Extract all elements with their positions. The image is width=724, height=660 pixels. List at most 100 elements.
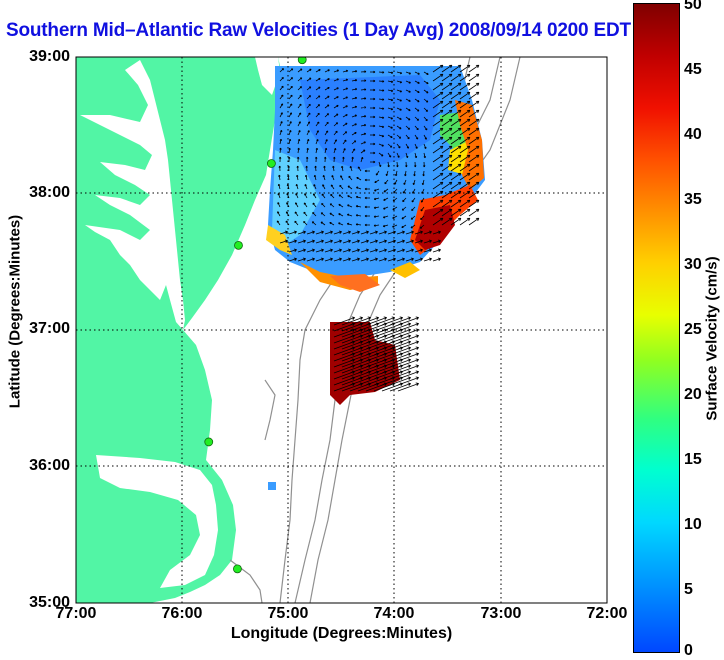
velocity-arrow	[276, 220, 281, 226]
velocity-arrow	[378, 257, 387, 262]
velocity-arrow	[378, 248, 387, 253]
velocity-arrow	[414, 89, 420, 93]
velocity-arrow	[329, 212, 335, 217]
velocity-arrow	[468, 91, 480, 100]
velocity-arrow	[304, 193, 308, 199]
velocity-arrow	[432, 208, 444, 217]
velocity-arrow	[303, 220, 308, 226]
velocity-arrow	[385, 170, 389, 177]
velocity-arrow	[459, 163, 471, 172]
velocity-arrow	[459, 208, 471, 217]
velocity-arrow	[348, 175, 353, 181]
velocity-arrow	[405, 248, 414, 253]
velocity-arrow	[441, 163, 453, 172]
velocity-arrow	[405, 143, 409, 149]
velocity-arrow	[324, 95, 330, 100]
velocity-arrow	[333, 346, 355, 356]
velocity-arrow	[432, 145, 444, 154]
colorbar-tick: 10	[684, 516, 702, 533]
velocity-arrow	[333, 104, 339, 109]
velocity-arrow	[423, 80, 429, 85]
velocity-arrow	[468, 82, 480, 91]
velocity-arrow	[396, 80, 403, 84]
velocity-arrow	[341, 340, 363, 350]
velocity-arrow	[432, 248, 441, 253]
velocity-arrow	[306, 86, 312, 91]
velocity-arrow	[342, 96, 348, 100]
velocity-arrow	[364, 187, 370, 191]
velocity-arrow	[347, 195, 353, 199]
velocity-arrow	[378, 134, 385, 138]
velocity-arrow	[396, 152, 400, 158]
velocity-arrow	[323, 165, 326, 172]
velocity-arrow	[351, 257, 360, 262]
velocity-vectors	[276, 64, 480, 392]
velocity-arrow	[360, 239, 369, 244]
velocity-arrow	[373, 206, 380, 209]
velocity-arrow	[324, 139, 328, 145]
velocity-arrow	[378, 239, 387, 244]
velocity-arrow	[295, 193, 299, 199]
velocity-arrow	[288, 112, 292, 118]
velocity-arrow	[306, 95, 312, 100]
x-tick-label: 75:00	[267, 605, 309, 622]
velocity-arrow	[321, 202, 326, 208]
velocity-arrow	[303, 202, 308, 208]
velocity-arrow	[285, 220, 290, 226]
velocity-arrow	[338, 203, 344, 208]
x-tick-label: 72:00	[586, 605, 628, 622]
velocity-arrow	[441, 100, 453, 109]
velocity-arrow	[414, 161, 417, 168]
velocity-arrow	[315, 112, 320, 118]
velocity-arrow	[373, 215, 380, 218]
radar-station-marker	[234, 240, 243, 250]
radar-stations	[204, 57, 307, 574]
velocity-arrow	[414, 143, 418, 149]
velocity-arrow	[355, 214, 362, 217]
velocity-arrow	[459, 73, 471, 82]
velocity-arrow	[315, 230, 324, 235]
colorbar-tick: 5	[684, 581, 693, 598]
velocity-arrow	[468, 109, 480, 118]
x-tick-label: 74:00	[373, 605, 415, 622]
map-title: Southern Mid–Atlantic Raw Velocities (1 …	[6, 20, 631, 41]
velocity-arrow	[450, 82, 462, 91]
velocity-arrow	[285, 211, 290, 217]
velocity-arrow	[370, 160, 376, 164]
velocity-arrow	[351, 105, 358, 109]
velocity-arrow	[364, 214, 370, 218]
velocity-arrow	[384, 179, 389, 185]
velocity-arrow	[405, 152, 409, 159]
velocity-arrow	[432, 118, 444, 127]
velocity-arrow	[468, 73, 480, 82]
velocity-arrow	[288, 68, 294, 73]
colorbar-tick: 25	[684, 321, 702, 338]
velocity-arrow	[404, 170, 407, 177]
velocity-arrow	[432, 136, 444, 145]
velocity-arrow	[468, 100, 480, 109]
velocity-arrow	[288, 77, 293, 82]
pamlico-sound	[96, 455, 218, 588]
velocity-arrow	[402, 197, 407, 203]
velocity-arrow	[356, 186, 362, 190]
velocity-arrow	[397, 382, 419, 392]
velocity-arrow	[405, 257, 414, 262]
colorbar-tick: 20	[684, 386, 702, 403]
velocity-arrow	[423, 71, 429, 75]
velocity-arrow	[324, 87, 330, 91]
velocity-arrow	[450, 163, 462, 172]
velocity-arrow	[414, 239, 423, 244]
velocity-arrow	[340, 165, 344, 172]
velocity-arrow	[360, 97, 367, 100]
velocity-arrow	[394, 170, 398, 177]
velocity-arrow	[279, 147, 282, 154]
colorbar-tick: 45	[684, 61, 702, 78]
velocity-arrow	[414, 98, 420, 103]
velocity-arrow	[423, 89, 429, 94]
velocity-arrow	[394, 179, 398, 185]
velocity-arrow	[441, 154, 453, 163]
velocity-arrow	[349, 382, 371, 392]
velocity-arrow	[432, 230, 441, 235]
velocity-arrow	[306, 112, 311, 118]
velocity-arrow	[459, 172, 471, 181]
